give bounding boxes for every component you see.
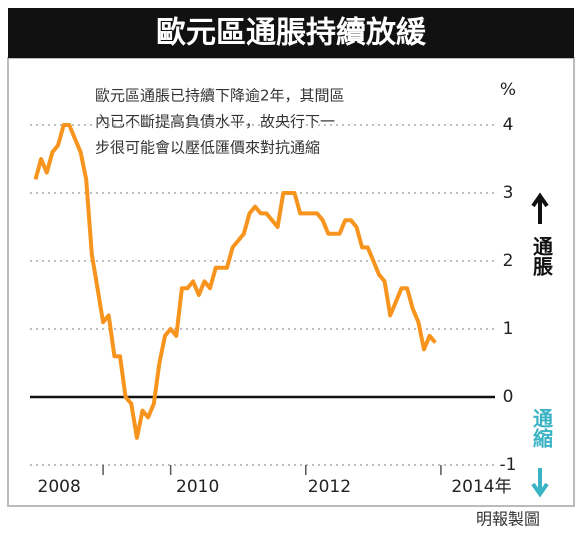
- chart-title: 歐元區通脹持續放緩: [156, 16, 427, 51]
- annotation: 歐元區通脹已持續下降逾2年，其間區: [95, 87, 345, 105]
- down-label: 通縮: [530, 408, 554, 449]
- x-tick-label: 2014年: [451, 477, 511, 497]
- y-unit: %: [500, 80, 516, 100]
- frame: [7, 57, 575, 507]
- y-tick-label: 4: [503, 115, 514, 135]
- up-label: 通脹: [530, 236, 554, 277]
- y-tick-label: 1: [503, 319, 514, 339]
- up-arrow: [531, 192, 549, 224]
- x-tick-label: 2012: [308, 477, 351, 497]
- credit: 明報製圖: [476, 510, 540, 529]
- x-tick-label: 2008: [38, 477, 81, 497]
- y-tick-label: 0: [503, 387, 514, 407]
- down-arrow: [531, 468, 549, 498]
- title-bar: [8, 8, 574, 58]
- annotation: 步很可能會以壓低匯價來對抗通縮: [95, 139, 320, 157]
- annotation: 內已不斷提高負債水平，故央行下一: [95, 113, 335, 131]
- y-tick-label: 2: [503, 251, 514, 271]
- y-tick-label: -1: [500, 455, 517, 475]
- y-tick-label: 3: [503, 183, 514, 203]
- data-line: [33, 123, 437, 440]
- x-tick-label: 2010: [176, 477, 219, 497]
